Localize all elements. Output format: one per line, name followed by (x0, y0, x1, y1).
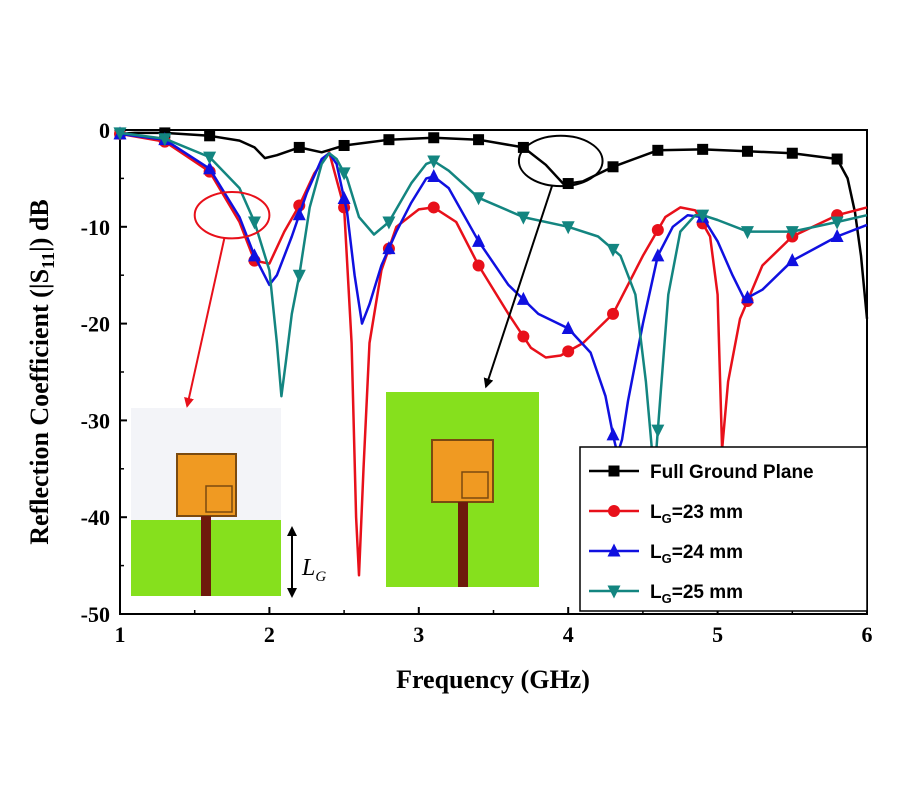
highlight-ellipse (517, 134, 604, 188)
data-point-triangle (651, 248, 665, 262)
data-point-square (562, 178, 574, 190)
data-point-circle (607, 307, 620, 320)
data-point-triangle (427, 168, 441, 182)
feed-line (458, 502, 468, 587)
x-tick-label: 3 (413, 622, 424, 647)
data-point-square (473, 134, 485, 146)
series-lg25 (113, 127, 868, 471)
data-point-triangle-down (651, 424, 665, 438)
data-point-square (786, 147, 798, 159)
data-point-triangle (337, 190, 351, 204)
data-point-circle (562, 345, 575, 358)
annotation-layer (184, 134, 604, 408)
data-point-triangle-down (113, 127, 127, 141)
legend-swatch-marker (608, 505, 620, 517)
patch-slot (205, 485, 233, 513)
legend-label: Full Ground Plane (650, 462, 814, 483)
legend-box (579, 446, 868, 612)
legend-item: LG=24 mm (589, 542, 743, 566)
data-point-triangle (740, 290, 754, 304)
x-axis-title: Frequency (GHz) (396, 665, 590, 694)
y-tick-label: -10 (81, 215, 110, 240)
data-point-triangle (247, 248, 261, 262)
data-point-circle (517, 330, 530, 343)
data-point-triangle-down (516, 211, 530, 225)
legend-swatch-marker (607, 543, 621, 557)
data-point-triangle-down (158, 133, 172, 147)
data-point-square (831, 153, 843, 165)
legend-item: LG=23 mm (589, 502, 743, 526)
y-tick-label: 0 (99, 118, 110, 143)
lg-label: LG (301, 555, 326, 585)
data-point-triangle (606, 427, 620, 441)
x-tick-label: 1 (115, 622, 126, 647)
data-point-triangle-down (203, 151, 217, 165)
legend-item: LG=25 mm (589, 582, 743, 606)
data-point-square (204, 130, 216, 142)
legend-swatch-marker (607, 585, 621, 599)
data-point-square (607, 161, 619, 173)
data-point-square (697, 143, 709, 155)
data-point-triangle (472, 233, 486, 247)
data-point-circle (472, 259, 485, 272)
y-tick-label: -20 (81, 312, 110, 337)
data-point-triangle-down (561, 221, 575, 235)
data-point-triangle-down (337, 167, 351, 181)
data-point-triangle-down (696, 209, 710, 223)
legend-label: LG=24 mm (650, 542, 743, 566)
data-point-triangle-down (606, 243, 620, 257)
data-point-square (517, 141, 529, 153)
data-point-circle (651, 224, 664, 237)
x-tick-label: 4 (563, 622, 574, 647)
data-point-triangle (516, 291, 530, 305)
data-point-triangle (382, 241, 396, 255)
data-point-square (293, 141, 305, 153)
full-ground-structure-inset (386, 392, 539, 587)
legend-label: LG=25 mm (650, 582, 743, 606)
series-layer (113, 126, 869, 577)
x-tick-label: 6 (862, 622, 873, 647)
data-point-triangle-down (472, 192, 486, 206)
legend-label: LG=23 mm (650, 502, 743, 526)
data-point-triangle-down (292, 269, 306, 283)
data-point-triangle (830, 228, 844, 242)
data-point-triangle (292, 207, 306, 221)
partial-ground-structure-inset: LG (131, 408, 326, 598)
series-line-lg25 (119, 131, 868, 471)
data-point-triangle-down (740, 226, 754, 240)
x-tick-label: 2 (264, 622, 275, 647)
data-point-triangle (561, 320, 575, 334)
data-point-triangle-down (382, 216, 396, 230)
data-point-square (741, 145, 753, 157)
feed-line (201, 516, 211, 596)
data-point-square (428, 132, 440, 144)
highlight-ellipse (193, 190, 271, 240)
annotation-arrow (184, 237, 226, 408)
patch-slot (461, 471, 489, 499)
data-point-triangle-down (427, 155, 441, 169)
y-tick-label: -50 (81, 602, 110, 627)
y-tick-label: -30 (81, 408, 110, 433)
x-tick-label: 5 (712, 622, 723, 647)
data-point-triangle (785, 253, 799, 267)
series-line-full (119, 131, 869, 319)
legend-item: Full Ground Plane (589, 462, 814, 483)
legend-swatch-marker (608, 465, 620, 477)
data-point-triangle-down (247, 216, 261, 230)
data-point-triangle-down (830, 216, 844, 230)
data-point-square (338, 139, 350, 151)
legend: Full Ground Plane LG=23 mm LG=24 mm LG=25 m… (579, 446, 868, 612)
data-point-triangle-down (785, 226, 799, 240)
y-tick-label: -40 (81, 505, 110, 530)
data-point-circle (427, 201, 440, 214)
annotation-arrow (483, 184, 554, 389)
data-point-square (652, 144, 664, 156)
y-axis-title: Reflection Coefficient (|S11|) dB (25, 199, 58, 544)
data-point-square (383, 134, 395, 146)
data-point-triangle (203, 161, 217, 175)
series-line-lg23 (119, 132, 868, 577)
